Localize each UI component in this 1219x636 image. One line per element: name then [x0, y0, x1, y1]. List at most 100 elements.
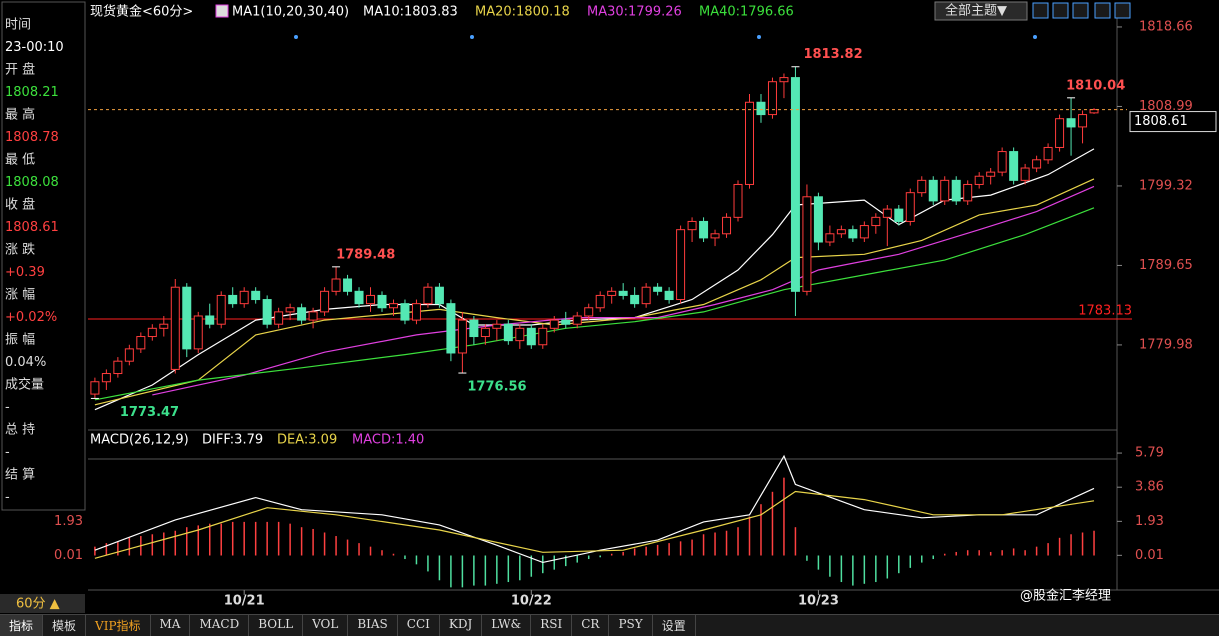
- candle-body: [159, 323, 169, 329]
- candle-body: [963, 183, 973, 202]
- reference-label: 1783.13: [1078, 304, 1132, 319]
- period-box[interactable]: [0, 594, 85, 613]
- tab[interactable]: PSY: [609, 615, 653, 636]
- candle-body: [366, 294, 376, 305]
- candle-body: [492, 323, 502, 329]
- info-label: 最 高: [5, 107, 35, 123]
- candle-body: [1032, 159, 1042, 169]
- candle-body: [411, 303, 421, 321]
- period-selector[interactable]: 60分 ▲: [16, 597, 60, 612]
- tab[interactable]: MA: [151, 615, 191, 636]
- candle-body: [457, 319, 467, 354]
- y-tick-label: 3.86: [1135, 480, 1164, 495]
- candle-body: [434, 286, 444, 305]
- info-panel-frame: [1, 1, 86, 511]
- macd-line: [94, 454, 1095, 564]
- candle-body: [905, 192, 915, 222]
- tab[interactable]: VOL: [303, 615, 349, 636]
- legend-entry: MACD:1.40: [352, 433, 424, 448]
- legend-entry: MA30:1799.26: [587, 5, 682, 20]
- tab[interactable]: KDJ: [440, 615, 483, 636]
- candle-body: [1066, 118, 1076, 128]
- candle-body: [354, 290, 364, 305]
- info-label: 时间: [5, 18, 31, 33]
- theme-selector[interactable]: 全部主题▼: [945, 3, 1007, 19]
- candle-body: [251, 290, 261, 301]
- candle-body: [848, 229, 858, 239]
- candle-body: [664, 290, 674, 301]
- candle-body: [526, 327, 536, 346]
- tab-bar: 指标 模板 VIP指标 MA MACD BOLL VOL BIAS CCI KDJ LW& RSI CR…: [0, 614, 1219, 636]
- candle-body: [767, 81, 777, 116]
- candle-body: [607, 290, 617, 296]
- info-label: 结 算: [5, 468, 35, 483]
- candle-body: [676, 229, 686, 301]
- indicator-icon: [215, 4, 229, 18]
- candle-body: [170, 286, 180, 370]
- candle-body: [687, 220, 697, 231]
- tab[interactable]: RSI: [531, 615, 573, 636]
- info-value: 1808.78: [5, 130, 59, 145]
- marker-dot: [1033, 35, 1037, 39]
- x-tick-label: 10/21: [224, 594, 265, 609]
- y-tick-label: 5.79: [1135, 446, 1164, 461]
- extreme-label: 1789.48: [336, 247, 395, 262]
- candle-body: [228, 294, 238, 305]
- toolbar-icons[interactable]: [1032, 2, 1131, 19]
- candle-body: [538, 327, 548, 346]
- candle-body: [1020, 167, 1030, 181]
- tab[interactable]: MACD: [190, 615, 250, 636]
- candle-body: [813, 196, 823, 243]
- info-label: 收 盘: [5, 197, 35, 213]
- left-y-tick-label: 0.01: [54, 548, 83, 563]
- candle-body: [974, 175, 984, 185]
- candle-body: [641, 286, 651, 305]
- watermark: @股金汇李经理: [1020, 588, 1111, 604]
- candle-body: [630, 294, 640, 305]
- candle-body: [894, 208, 904, 222]
- theme-button[interactable]: [934, 1, 1028, 21]
- x-tick-label: 10/23: [798, 594, 839, 609]
- tab[interactable]: BOLL: [249, 615, 304, 636]
- legend-entry: DEA:3.09: [277, 433, 337, 448]
- candle-body: [882, 208, 892, 218]
- candle-body: [836, 229, 846, 235]
- info-value: 1808.08: [5, 175, 59, 190]
- tab[interactable]: BIAS: [348, 615, 398, 636]
- candle-body: [584, 307, 594, 317]
- last-price-box: [1129, 111, 1217, 133]
- candle-body: [285, 307, 295, 313]
- tab[interactable]: VIP指标: [86, 615, 151, 636]
- tab[interactable]: 模板: [43, 615, 87, 636]
- candle-body: [480, 327, 490, 338]
- ma-line: [94, 207, 1095, 401]
- info-value: +0.02%: [5, 310, 57, 325]
- candle-body: [469, 319, 479, 338]
- tab[interactable]: LW&: [482, 615, 532, 636]
- candle-body: [572, 315, 582, 325]
- candle-body: [928, 179, 938, 202]
- candle-body: [561, 319, 571, 325]
- y-tick-label: 1779.98: [1139, 337, 1193, 352]
- info-value: 1808.21: [5, 85, 59, 100]
- extreme-label: 1813.82: [803, 47, 862, 62]
- extreme-label: 1773.47: [120, 405, 179, 420]
- candle-body: [113, 360, 123, 375]
- tab[interactable]: CCI: [398, 615, 440, 636]
- tab[interactable]: 设置: [653, 615, 696, 636]
- candle-body: [986, 171, 996, 177]
- info-value: +0.39: [5, 265, 45, 280]
- info-label: 成交量: [5, 377, 44, 393]
- info-value: 0.04%: [5, 355, 46, 370]
- marker-dot: [294, 35, 298, 39]
- tab[interactable]: CR: [572, 615, 610, 636]
- candle-body: [446, 303, 456, 354]
- tab[interactable]: 指标: [0, 615, 44, 636]
- candle-body: [205, 315, 215, 325]
- candle-body: [388, 303, 398, 309]
- candle-body: [182, 286, 192, 350]
- candle-body: [124, 348, 134, 362]
- candle-body: [825, 233, 835, 243]
- info-label: 开 盘: [5, 62, 35, 78]
- candle-body: [802, 196, 812, 292]
